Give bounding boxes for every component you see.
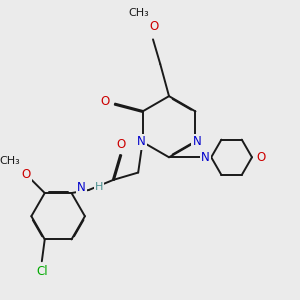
Text: N: N — [77, 181, 86, 194]
Text: CH₃: CH₃ — [128, 8, 149, 18]
Text: N: N — [201, 151, 210, 164]
Text: N: N — [137, 136, 146, 148]
Text: Cl: Cl — [36, 265, 48, 278]
Text: O: O — [116, 138, 125, 152]
Text: O: O — [100, 95, 109, 108]
Text: CH₃: CH₃ — [0, 156, 20, 166]
Text: H: H — [95, 182, 103, 192]
Text: N: N — [193, 136, 201, 148]
Text: O: O — [256, 151, 265, 164]
Text: O: O — [21, 168, 30, 181]
Text: O: O — [150, 20, 159, 33]
